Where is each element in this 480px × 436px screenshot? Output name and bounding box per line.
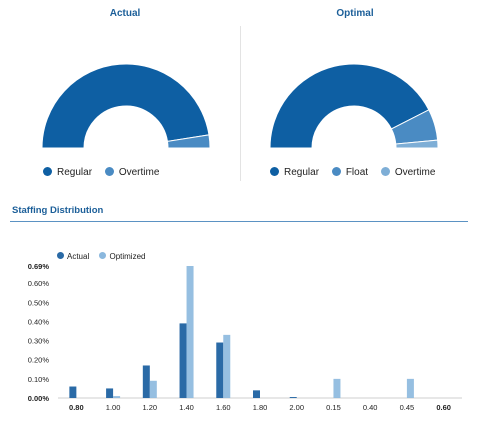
x-tick-label: 0.15 [326,403,341,412]
donut-segment-regular[interactable] [269,63,430,149]
x-tick-label: 1.20 [143,403,158,412]
float-swatch-icon [331,167,341,176]
y-tick-label: 0.40% [28,317,50,326]
donut-segment-overtime[interactable] [395,139,439,149]
y-tick-label: 0.00% [28,394,50,403]
legend-optimal: Regular Float Overtime [270,167,445,178]
x-tick-label: 0.60 [436,403,451,412]
optimized-swatch-icon [99,252,107,259]
bar-optimized[interactable] [406,378,414,398]
x-tick-label: 0.40 [363,403,378,412]
bar-actual[interactable] [142,365,150,398]
panel-title-optimal: Optimal [336,8,374,19]
legend-label: Float [345,167,369,178]
x-tick-label: 0.80 [69,403,84,412]
legend-label: Actual [67,252,90,261]
bar-optimized[interactable] [223,334,231,398]
bar-actual[interactable] [216,342,224,398]
bar-optimized[interactable] [186,266,194,398]
bar-optimized[interactable] [113,396,121,398]
panel-title-actual: Actual [109,8,141,19]
x-tick-label: 1.00 [106,403,121,412]
legend-item-regular[interactable]: Regular [270,167,319,178]
bar-actual[interactable] [179,323,187,398]
x-tick-label: 1.80 [253,403,268,412]
overtime-swatch-icon [380,167,390,176]
bar-optimized[interactable] [149,380,157,398]
legend-label: Regular [284,167,320,178]
y-tick-label: 0.10% [28,375,50,384]
legend-item-actual[interactable]: Actual [57,252,89,261]
x-tick-label: 2.00 [289,403,304,412]
overtime-swatch-icon [104,167,114,176]
legend-item-regular[interactable]: Regular [43,167,92,178]
x-tick-label: 1.60 [216,403,231,412]
x-tick-label: 0.45 [400,403,415,412]
section-divider [10,221,468,222]
bar-actual[interactable] [69,386,77,398]
regular-swatch-icon [270,167,279,176]
panel-divider [240,26,241,181]
actual-swatch-icon [57,252,64,259]
section-title: Staffing Distribution [12,205,104,216]
bar-actual[interactable] [289,397,297,398]
y-tick-label: 0.69% [28,262,50,271]
legend-actual: Regular Overtime [43,167,169,178]
legend-label: Regular [57,167,93,178]
y-tick-label: 0.20% [28,356,50,365]
donut-segment-overtime[interactable] [166,134,211,149]
y-tick-label: 0.50% [28,298,50,307]
legend-item-optimized[interactable]: Optimized [99,252,145,261]
donut-segment-regular[interactable] [41,63,210,149]
chart-legend: Actual Optimized [57,252,153,261]
bar-actual[interactable] [106,388,114,398]
legend-label: Overtime [394,167,436,178]
legend-item-overtime[interactable]: Overtime [104,167,160,178]
bar-optimized[interactable] [333,378,341,398]
donut-actual [41,63,211,149]
y-tick-label: 0.60% [28,279,50,288]
regular-swatch-icon [43,167,52,176]
legend-label: Overtime [118,167,160,178]
y-tick-label: 0.30% [28,337,50,346]
donut-charts [41,63,439,149]
x-tick-label: 1.40 [179,403,194,412]
legend-item-float[interactable]: Float [331,167,369,178]
staffing-bar-chart: 0.00% 0.10% 0.20% 0.30% 0.40% 0.50% 0.60% 0.69%… [28,262,462,412]
bar-actual[interactable] [253,390,260,398]
legend-item-overtime[interactable]: Overtime [380,167,436,178]
legend-label: Optimized [109,252,146,261]
donut-optimal [269,63,439,149]
